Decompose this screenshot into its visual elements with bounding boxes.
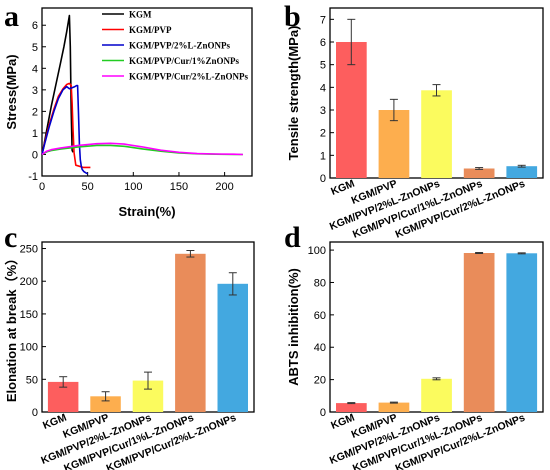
panel-b-bar bbox=[506, 166, 538, 178]
panel-d-ytick-label: 80 bbox=[314, 277, 326, 289]
panel-a-xtick-label: 0 bbox=[39, 181, 45, 193]
panel-b-ytick-label: 0 bbox=[320, 173, 326, 185]
panel-d-ytick-label: 100 bbox=[308, 245, 326, 257]
panel-a-legend-label: KGM bbox=[129, 10, 152, 20]
panel-b-bar bbox=[421, 90, 452, 178]
panel-d-bar bbox=[378, 402, 410, 412]
panel-b-bar bbox=[378, 110, 410, 178]
panel-a-ytick-label: 1 bbox=[32, 128, 38, 140]
panel-a-xtick-label: 200 bbox=[215, 181, 233, 193]
panel-d-ytick-label: 20 bbox=[314, 375, 326, 387]
panel-a-xtick-label: 50 bbox=[82, 181, 94, 193]
panel-b-ytick-label: 7 bbox=[320, 14, 326, 26]
panel-a-y-axis-title: Stress(MPa) bbox=[4, 54, 19, 129]
panel-a-legend-label: KGM/PVP/2%L-ZnONPs bbox=[129, 41, 230, 51]
panel-letter-c: c bbox=[4, 221, 17, 254]
panel-b-ytick-label: 5 bbox=[320, 60, 326, 72]
panel-a-plot-frame bbox=[41, 7, 253, 177]
panel-c-bar bbox=[175, 253, 206, 412]
panel-letter-a: a bbox=[4, 0, 19, 33]
panel-b-ytick-label: 4 bbox=[320, 82, 326, 94]
panel-c-ytick-label: 100 bbox=[20, 342, 38, 354]
panel-a-ytick-label: 6 bbox=[32, 20, 38, 32]
panel-d-bar bbox=[463, 253, 495, 412]
panel-a-xtick-label: 150 bbox=[170, 181, 188, 193]
panel-c-ytick-label: 150 bbox=[20, 309, 38, 321]
panel-c-bar bbox=[217, 283, 248, 412]
panel-a-x-axis-title: Strain(%) bbox=[118, 204, 175, 219]
panel-d-y-axis-title: ABTS inhibition(%) bbox=[286, 268, 301, 386]
panel-a-series-line-5 bbox=[41, 142, 243, 156]
panel-c-ytick-label: 250 bbox=[20, 244, 38, 256]
panel-a-ytick-label: 0 bbox=[32, 149, 38, 161]
panel-b-y-axis-title: Tensile strength(MPa) bbox=[286, 26, 301, 161]
panel-a-ytick-label: 2 bbox=[32, 106, 38, 118]
panel-b-bar bbox=[463, 168, 495, 178]
panel-a-legend-label: KGM/PVP/Cur/1%ZnONPs bbox=[129, 56, 239, 66]
panel-c-ytick-label: 200 bbox=[20, 276, 38, 288]
panel-a-series-line-1 bbox=[41, 14, 74, 155]
panel-d-bar bbox=[336, 403, 367, 412]
panel-a-ytick-label: 3 bbox=[32, 85, 38, 97]
panel-a-legend-label: KGM/PVP bbox=[129, 25, 172, 35]
panel-d-ytick-label: 60 bbox=[314, 310, 326, 322]
panel-d-bar bbox=[421, 378, 452, 412]
panel-a-ytick-label: 5 bbox=[32, 42, 38, 54]
panel-letter-b: b bbox=[284, 0, 301, 33]
panel-letter-d: d bbox=[284, 221, 301, 254]
panel-b-ytick-label: 1 bbox=[320, 150, 326, 162]
panel-d-ytick-label: 0 bbox=[320, 407, 326, 419]
panel-c-y-axis-title: Elonation at break（%） bbox=[4, 252, 19, 402]
panel-b-ytick-label: 6 bbox=[320, 37, 326, 49]
panel-d-bar bbox=[506, 253, 538, 412]
panel-a-ytick-label: 4 bbox=[32, 63, 38, 75]
panel-c-ytick-label: 0 bbox=[32, 407, 38, 419]
panel-a-series-line-3 bbox=[41, 84, 89, 175]
panel-a-ytick-label: -1 bbox=[28, 171, 38, 183]
panel-d-ytick-label: 40 bbox=[314, 342, 326, 354]
panel-b-ytick-label: 3 bbox=[320, 105, 326, 117]
panel-a-legend-label: KGM/PVP/Cur/2%L-ZnONPs bbox=[129, 72, 248, 82]
panel-a-xtick-label: 100 bbox=[124, 181, 142, 193]
panel-c-bar bbox=[90, 396, 121, 412]
panel-c-ytick-label: 50 bbox=[26, 374, 38, 386]
panel-b-ytick-label: 2 bbox=[320, 128, 326, 140]
